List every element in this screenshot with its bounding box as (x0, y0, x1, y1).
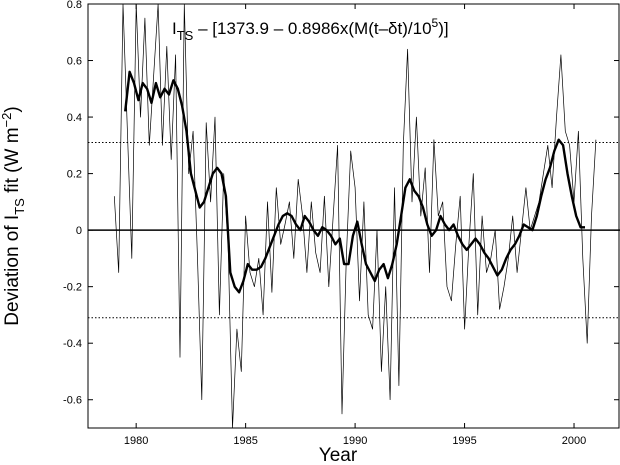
y-tick-label: 0.2 (67, 169, 82, 181)
ylabel-pre: Deviation of I (2, 215, 23, 326)
series-running-mean (124, 70, 585, 294)
x-tick-label: 1980 (124, 435, 148, 447)
title-close: )] (438, 19, 448, 38)
title-exponent: 5 (432, 16, 439, 30)
ylabel-mid: fit (W m (2, 127, 23, 198)
chart-title: ITS – [1373.9 – 0.8986x(M(t–δt)/105)] (172, 16, 449, 43)
y-tick-label: 0.6 (67, 56, 82, 68)
ylabel-ts-subscript: TS (12, 198, 27, 215)
series-monthly-deviations (113, 4, 597, 428)
y-tick-label: -0.4 (63, 338, 82, 350)
x-axis-ticks: 1980 1985 1990 1995 2000 (124, 4, 586, 447)
title-ts-subscript: TS (177, 28, 194, 43)
ylabel-superscript: −2 (0, 113, 14, 128)
x-tick-label: 1995 (452, 435, 476, 447)
title-i: I (172, 19, 177, 38)
y-tick-label: -0.2 (63, 282, 82, 294)
y-tick-label: 0.4 (67, 112, 82, 124)
y-tick-label: 0.8 (67, 0, 82, 11)
x-tick-label: 2000 (562, 435, 586, 447)
x-axis-label: Year (319, 445, 358, 465)
x-tick-label: 1985 (233, 435, 257, 447)
running-mean-line (124, 70, 585, 294)
y-axis-label: Deviation of ITS fit (W m−2) (0, 106, 27, 325)
ylabel-post: ) (2, 106, 23, 112)
y-tick-label: 0 (76, 225, 82, 237)
y-axis-ticks: -0.6 -0.4 -0.2 0 0.2 0.4 0.6 0.8 (63, 0, 619, 407)
monthly-deviation-line (113, 4, 597, 428)
y-tick-label: -0.6 (63, 395, 82, 407)
plot-frame (87, 3, 620, 429)
x-tick-label: 1990 (343, 435, 367, 447)
title-body: – [1373.9 – 0.8986x(M(t–δt)/10 (193, 19, 431, 38)
